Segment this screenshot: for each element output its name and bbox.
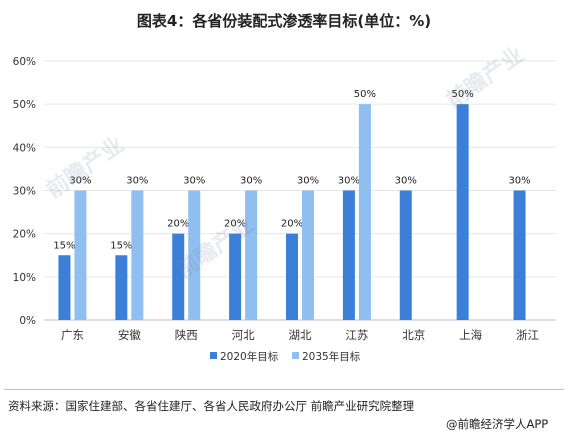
data-label: 30% [126, 176, 148, 187]
y-tick-label: 20% [13, 229, 36, 241]
footer-divider [4, 389, 564, 390]
x-tick-label: 浙江 [516, 328, 539, 342]
bar [58, 255, 71, 320]
bar [286, 233, 298, 320]
bar [172, 233, 185, 320]
data-label: 15% [53, 240, 75, 251]
legend-swatch [210, 352, 217, 359]
y-tick-label: 50% [13, 99, 36, 111]
data-label: 30% [183, 176, 205, 187]
data-label: 30% [69, 176, 91, 187]
bar [342, 190, 355, 320]
chart-title: 图表4：各省份装配式渗透率目标(单位：%) [136, 12, 432, 30]
bar [513, 190, 526, 320]
x-tick-label: 江苏 [345, 328, 368, 342]
data-label: 50% [354, 89, 376, 100]
y-tick-label: 10% [13, 272, 36, 284]
brand-credit: @前瞻经济学人APP [446, 416, 548, 432]
bar [302, 190, 314, 320]
legend-swatch [292, 352, 299, 359]
y-tick-label: 30% [13, 186, 36, 198]
bar [115, 255, 128, 320]
y-tick-label: 0% [19, 315, 36, 327]
data-label: 20% [224, 219, 246, 230]
data-label: 20% [167, 219, 189, 230]
x-tick-label: 陕西 [175, 328, 198, 342]
bar [229, 233, 242, 320]
legend-label: 2020年目标 [220, 350, 279, 363]
data-label: 15% [110, 240, 132, 251]
bar [358, 104, 371, 321]
x-tick-label: 安徽 [118, 328, 141, 342]
bar [456, 104, 469, 321]
x-tick-label: 湖北 [289, 328, 312, 342]
bar [188, 190, 201, 320]
bar [245, 190, 258, 320]
y-tick-label: 60% [13, 56, 36, 68]
x-tick-label: 上海 [459, 328, 482, 342]
bar [74, 190, 87, 320]
source-note: 资料来源：国家住建部、各省住建厅、各省人民政府办公厅 前瞻产业研究院整理 [8, 399, 415, 413]
x-tick-label: 河北 [232, 328, 255, 342]
brand-text: @前瞻经济学人APP [446, 417, 549, 431]
data-label: 30% [338, 176, 360, 187]
data-label: 50% [452, 89, 474, 100]
bar [131, 190, 144, 320]
data-label: 30% [240, 176, 262, 187]
data-label: 30% [508, 176, 530, 187]
bar-chart: 0% 10% 20% 30% 40% 50% 60% 15% 30% 广东 15% 30% 安徽 20% 3… [13, 56, 556, 363]
legend-label: 2035年目标 [302, 350, 361, 363]
x-tick-label: 广东 [61, 328, 84, 342]
bar [399, 190, 412, 320]
data-label: 30% [297, 176, 319, 187]
x-tick-label: 北京 [402, 328, 425, 342]
data-label: 30% [395, 176, 417, 187]
data-label: 20% [281, 219, 303, 230]
y-tick-label: 40% [13, 142, 36, 154]
